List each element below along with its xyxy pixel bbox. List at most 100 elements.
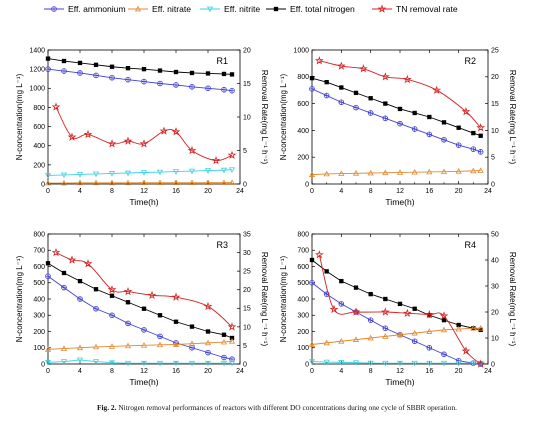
legend-item-eff-total-nitrogen: Eff. total nitrogen bbox=[266, 4, 355, 14]
data-point bbox=[426, 131, 433, 138]
data-point bbox=[204, 339, 212, 346]
data-point bbox=[220, 338, 228, 345]
series-eff-total-nitrogen bbox=[45, 56, 235, 77]
data-point bbox=[411, 168, 418, 175]
data-point bbox=[92, 359, 100, 365]
y2-tick-label: 20 bbox=[243, 287, 251, 294]
y2-tick-label: 5 bbox=[491, 155, 495, 162]
data-point bbox=[76, 357, 84, 364]
legend-label: Eff. nitrite bbox=[224, 4, 260, 14]
data-point bbox=[309, 257, 315, 263]
data-point bbox=[336, 61, 346, 70]
series-eff-total-nitrogen bbox=[45, 261, 235, 341]
data-point bbox=[470, 360, 477, 367]
data-point bbox=[441, 317, 447, 323]
panel-r4: R40 4 8 12 16 20 24010020030040050060070080001… bbox=[279, 231, 517, 387]
x-tick-label: 12 bbox=[396, 188, 404, 195]
data-point bbox=[76, 179, 84, 186]
series-eff-nitrate bbox=[308, 167, 484, 177]
x-tick-label: 20 bbox=[455, 188, 463, 195]
data-point bbox=[228, 360, 236, 367]
y2-axis-label: Removal Rate(mg L⁻¹ h⁻¹) bbox=[260, 252, 269, 347]
data-point bbox=[228, 338, 236, 344]
data-point bbox=[108, 360, 116, 366]
data-point bbox=[353, 90, 359, 96]
data-point bbox=[67, 132, 77, 141]
y2-tick-label: 10 bbox=[491, 335, 499, 342]
x-tick-label: 0 bbox=[310, 188, 314, 195]
data-point bbox=[93, 287, 99, 292]
data-point bbox=[456, 125, 461, 130]
data-point bbox=[470, 167, 477, 174]
y2-tick-label: 40 bbox=[491, 257, 499, 264]
data-point bbox=[367, 110, 374, 116]
x-tick-label: 24 bbox=[236, 188, 244, 195]
data-point bbox=[396, 331, 404, 338]
data-point bbox=[221, 71, 227, 77]
data-point bbox=[60, 359, 68, 365]
data-point bbox=[220, 167, 228, 174]
panel-label: R1 bbox=[216, 56, 228, 66]
data-point bbox=[93, 72, 99, 79]
data-point bbox=[338, 301, 345, 307]
x-tick-label: 20 bbox=[455, 368, 463, 375]
panel-r3: R30 4 8 12 16 20 24010020030040050060070080005… bbox=[15, 231, 269, 387]
data-point bbox=[440, 168, 448, 174]
data-point bbox=[188, 360, 196, 367]
data-point bbox=[314, 250, 324, 259]
data-point bbox=[61, 58, 67, 64]
y-tick-label: 0 bbox=[305, 181, 309, 188]
data-point bbox=[109, 64, 115, 69]
data-point bbox=[397, 106, 403, 112]
data-point bbox=[441, 351, 447, 358]
x-tick-label: 4 bbox=[339, 368, 343, 375]
data-point bbox=[352, 170, 360, 176]
data-point bbox=[125, 320, 131, 327]
data-point bbox=[432, 85, 442, 94]
data-point bbox=[189, 84, 195, 90]
data-point bbox=[123, 136, 133, 145]
data-point bbox=[427, 313, 432, 318]
x-tick-label: 4 bbox=[78, 188, 82, 195]
data-point bbox=[358, 64, 368, 73]
legend-item-eff-nitrate: Eff. nitrate bbox=[128, 4, 191, 14]
data-point bbox=[412, 306, 417, 311]
data-point bbox=[51, 102, 61, 111]
data-point bbox=[352, 360, 360, 366]
data-point bbox=[44, 346, 52, 352]
series-line bbox=[55, 252, 233, 328]
y2-tick-label: 10 bbox=[243, 114, 251, 121]
data-point bbox=[324, 269, 329, 274]
data-point bbox=[402, 74, 412, 84]
data-point bbox=[77, 60, 83, 66]
data-point bbox=[229, 87, 235, 94]
y2-tick-label: 25 bbox=[243, 269, 251, 276]
series-line bbox=[311, 170, 481, 176]
series-eff-nitrate bbox=[44, 338, 236, 352]
y2-tick-label: 15 bbox=[243, 81, 251, 88]
series-line bbox=[318, 254, 481, 365]
data-point bbox=[367, 360, 374, 367]
series-line bbox=[311, 282, 481, 365]
data-point bbox=[470, 146, 477, 152]
y2-tick-label: 15 bbox=[243, 306, 251, 313]
series-eff-nitrite bbox=[44, 357, 236, 367]
panel-label: R4 bbox=[464, 240, 476, 250]
y-tick-label: 500 bbox=[297, 280, 309, 287]
y2-tick-label: 10 bbox=[243, 324, 251, 331]
data-point bbox=[60, 179, 68, 186]
x-tick-label: 20 bbox=[204, 368, 212, 375]
data-point bbox=[324, 80, 329, 85]
data-point bbox=[229, 335, 235, 341]
data-point bbox=[45, 56, 51, 61]
series-eff-nitrate bbox=[308, 325, 484, 347]
x-tick-label: 0 bbox=[310, 368, 314, 375]
data-point bbox=[461, 346, 471, 355]
y-tick-label: 200 bbox=[33, 329, 45, 336]
data-point bbox=[109, 293, 115, 298]
series-line bbox=[319, 60, 482, 129]
data-point bbox=[76, 172, 84, 178]
x-tick-label: 16 bbox=[425, 188, 433, 195]
data-point bbox=[123, 286, 133, 296]
